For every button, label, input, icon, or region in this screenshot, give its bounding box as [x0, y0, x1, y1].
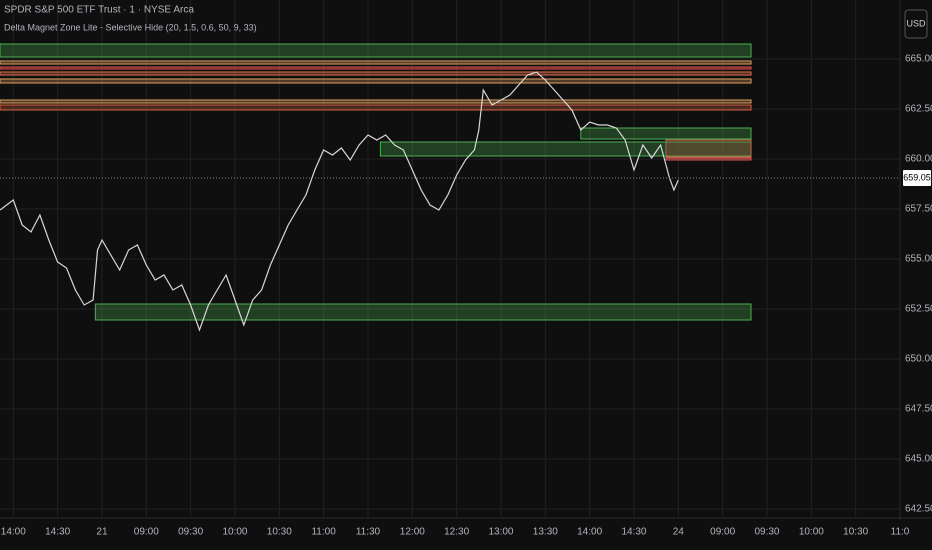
x-tick-label: 11:00 [311, 527, 336, 538]
zone [665, 139, 752, 158]
x-tick-label: 09:00 [134, 527, 159, 538]
x-tick-label: 14:00 [1, 527, 26, 538]
y-tick-label: 655.00 [905, 254, 932, 265]
x-tick-label: 14:30 [621, 527, 646, 538]
last-price-box [903, 170, 931, 186]
zone [0, 71, 752, 76]
zone [580, 127, 752, 140]
y-tick-label: 650.00 [905, 354, 932, 365]
x-tick-label: 10:00 [799, 527, 824, 538]
plot [0, 71, 679, 332]
y-tick-label: 642.50 [905, 504, 932, 515]
x-tick-label: 10:30 [843, 527, 868, 538]
x-tick-label: 14:00 [577, 527, 602, 538]
y-tick-label: 665.00 [905, 54, 932, 65]
x-tick-label: 09:00 [710, 527, 735, 538]
x-tick-label: 11:0 [891, 527, 910, 538]
y-tick-label: 652.50 [905, 304, 932, 315]
zone [94, 303, 752, 321]
chart-title: SPDR S&P 500 ETF Trust · 1 · NYSE Arca [4, 5, 194, 16]
currency-label: USD [906, 18, 926, 28]
y-tick-label: 647.50 [905, 404, 932, 415]
last-price-label: 659.05 [903, 172, 931, 182]
x-tick-label: 12:00 [400, 527, 425, 538]
zone [0, 43, 752, 58]
x-tick-label: 12:30 [444, 527, 469, 538]
x-tick-label: 14:30 [45, 527, 70, 538]
zone [0, 66, 752, 70]
currency-button[interactable] [904, 9, 928, 39]
y-tick-label: 645.00 [905, 454, 932, 465]
x-tick-label: 09:30 [178, 527, 203, 538]
x-tick-label: 13:00 [488, 527, 513, 538]
zone [665, 157, 752, 161]
zones [0, 43, 752, 321]
zone [0, 104, 752, 111]
x-tick-label: 10:30 [267, 527, 292, 538]
x-tick-label: 10:00 [222, 527, 247, 538]
y-tick-label: 662.50 [905, 104, 932, 115]
price-line [0, 71, 679, 332]
x-tick-label: 13:30 [533, 527, 558, 538]
x-tick-label: 11:30 [356, 527, 381, 538]
x-tick-label: 09:30 [754, 527, 779, 538]
indicator-label: Delta Magnet Zone Lite - Selective Hide … [4, 22, 257, 32]
grid [0, 0, 901, 517]
y-tick-label: 657.50 [905, 204, 932, 215]
x-tick-label: 21 [96, 527, 108, 538]
zone [0, 78, 752, 84]
y-tick-label: 660.00 [905, 154, 932, 165]
x-tick-label: 24 [673, 527, 685, 538]
zone [0, 60, 752, 65]
zone [0, 99, 752, 104]
